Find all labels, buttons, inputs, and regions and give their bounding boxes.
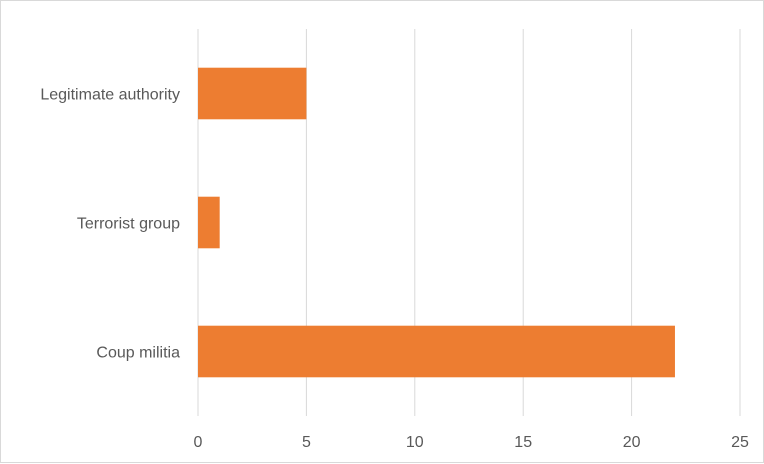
x-tick-label: 15 (514, 434, 532, 451)
category-label-terrorist-group: Terrorist group (77, 216, 180, 233)
bars (198, 67, 675, 378)
bar-coup-militia (198, 325, 675, 378)
x-tick-labels: 0 5 10 15 20 25 (194, 434, 749, 451)
x-tick-label: 10 (406, 434, 424, 451)
x-tick-label: 0 (194, 434, 203, 451)
category-label-legitimate-authority: Legitimate authority (40, 87, 180, 104)
x-tick-label: 25 (731, 434, 749, 451)
x-tick-label: 5 (302, 434, 311, 451)
x-tick-label: 20 (623, 434, 641, 451)
bar-terrorist-group (198, 196, 220, 249)
category-label-coup-militia: Coup militia (96, 345, 180, 362)
bar-legitimate-authority (198, 67, 307, 120)
category-labels: Legitimate authority Terrorist group Cou… (40, 87, 180, 362)
